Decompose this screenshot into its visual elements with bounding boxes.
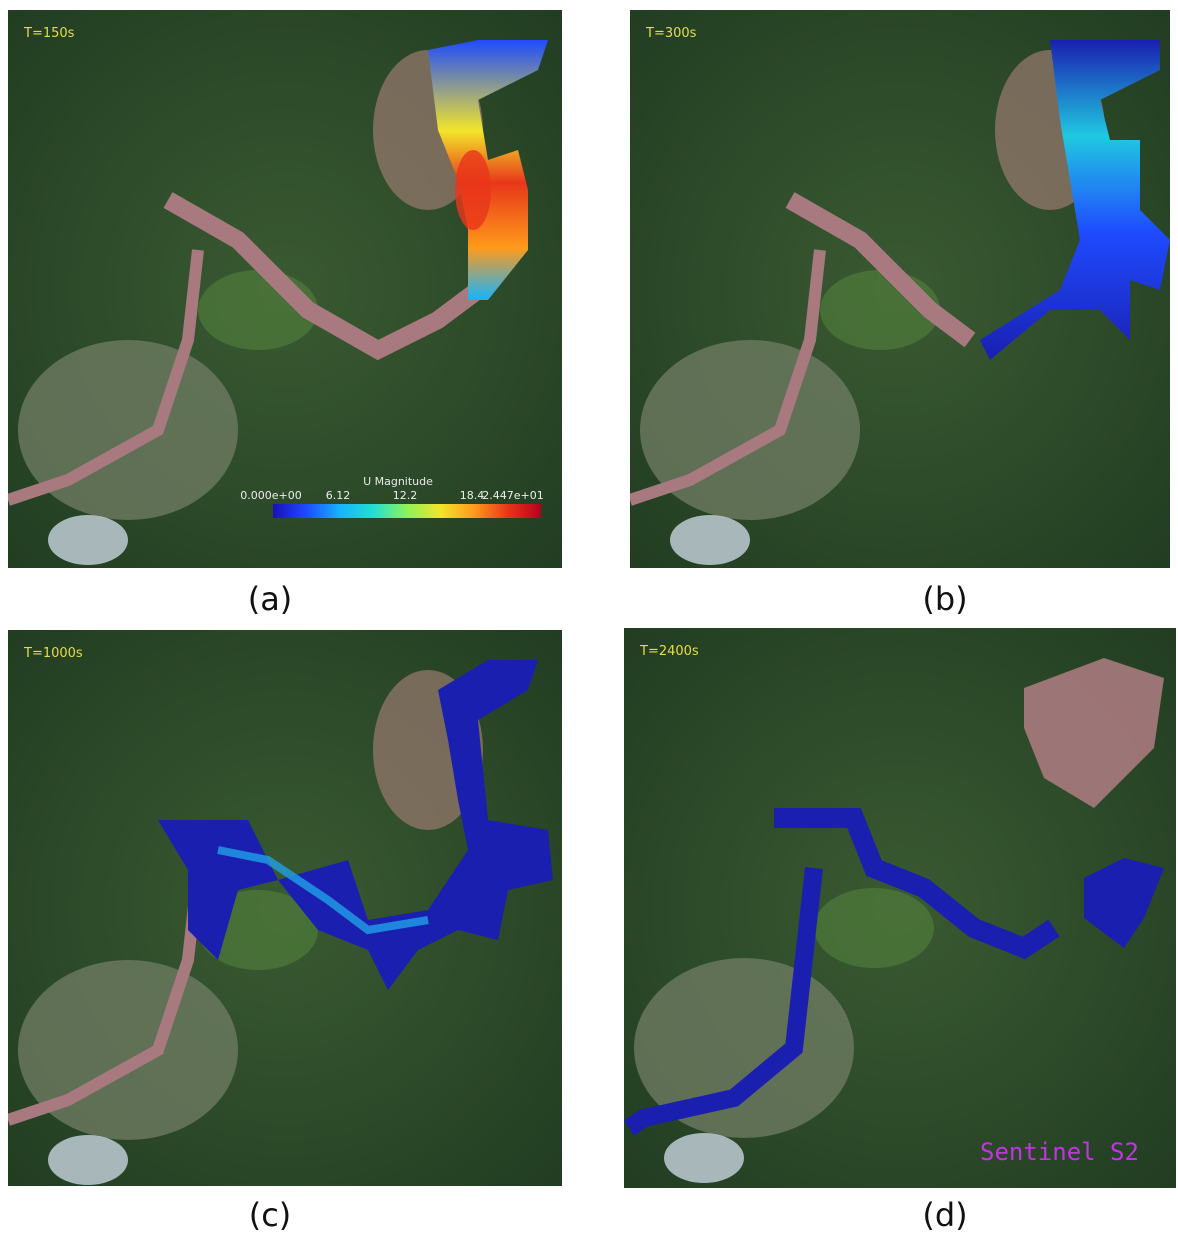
caption-a: (a) bbox=[247, 580, 293, 618]
caption-b: (b) bbox=[922, 580, 968, 618]
mud-deposit bbox=[1024, 658, 1164, 808]
sentinel-watermark: Sentinel S2 bbox=[980, 1138, 1139, 1166]
satellite-map-d bbox=[624, 628, 1176, 1188]
legend-tick: 6.12 bbox=[325, 489, 351, 502]
time-label: T=150s bbox=[24, 26, 75, 41]
colorbar bbox=[273, 504, 541, 518]
flow-channel bbox=[624, 867, 823, 1136]
satellite-map-a bbox=[8, 10, 562, 568]
time-label: T=300s bbox=[646, 26, 697, 41]
flow-field bbox=[158, 660, 553, 990]
legend-tick: 18.4 bbox=[459, 489, 485, 502]
legend-tick: 2.447e+01 bbox=[482, 489, 544, 502]
caption-d: (d) bbox=[922, 1196, 968, 1234]
satellite-map-b bbox=[630, 10, 1170, 568]
mud-path bbox=[163, 192, 484, 361]
time-label: T=1000s bbox=[24, 646, 83, 661]
caption-c: (c) bbox=[248, 1196, 292, 1234]
town-area bbox=[18, 340, 238, 520]
legend-title: U Magnitude bbox=[363, 475, 433, 488]
legend-tick: 12.2 bbox=[392, 489, 418, 502]
panel-b: T=300s bbox=[630, 10, 1170, 568]
satellite-map-c bbox=[8, 630, 562, 1186]
time-label: T=2400s bbox=[640, 644, 699, 659]
legend-tick: 0.000e+00 bbox=[240, 489, 302, 502]
panel-c: T=1000s bbox=[8, 630, 562, 1186]
flow-field bbox=[980, 40, 1170, 360]
flow-channel bbox=[774, 808, 1060, 960]
panel-a: T=150s U Magnitude 0.000e+00 6.12 12.2 1… bbox=[8, 10, 562, 568]
panel-d: T=2400s Sentinel S2 bbox=[624, 628, 1176, 1188]
